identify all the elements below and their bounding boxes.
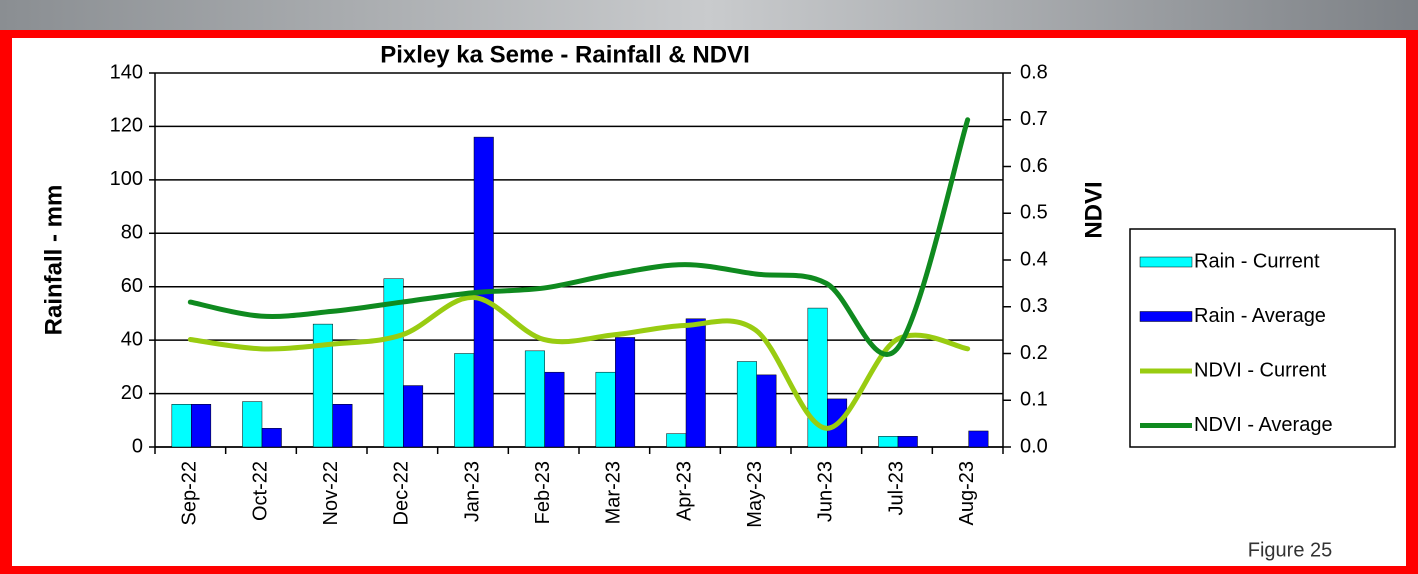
figure-label: Figure 25	[1248, 539, 1333, 561]
x-tick-label: Nov-22	[320, 461, 342, 525]
y2-tick-label: 0.3	[1020, 295, 1048, 317]
x-tick-label: Mar-23	[603, 461, 625, 524]
y-tick-label: 20	[121, 382, 143, 404]
bar	[615, 337, 636, 448]
x-tick-label: Jul-23	[885, 461, 907, 515]
legend-label: NDVI - Average	[1194, 414, 1333, 436]
x-tick-label: Aug-23	[956, 461, 978, 526]
y2-tick-label: 0.2	[1020, 342, 1048, 364]
bar	[403, 385, 424, 448]
line	[187, 294, 971, 431]
x-tick-label: Jun-23	[815, 461, 837, 522]
legend-swatch	[1139, 256, 1193, 268]
chart-title: Pixley ka Seme - Rainfall & NDVI	[380, 41, 749, 68]
y-tick-label: 40	[121, 328, 143, 350]
x-tick-label: Feb-23	[532, 461, 554, 524]
legend-label: NDVI - Current	[1194, 359, 1327, 381]
bar	[383, 278, 404, 448]
bar	[878, 436, 899, 448]
y-axis-title: Rainfall - mm	[40, 185, 67, 336]
legend-label: Rain - Average	[1194, 305, 1326, 327]
x-tick-label: Jan-23	[461, 461, 483, 522]
bar	[332, 404, 353, 448]
y2-tick-label: 0.7	[1020, 108, 1048, 130]
y-tick-label: 100	[110, 168, 143, 190]
bar	[524, 350, 545, 448]
y-tick-label: 60	[121, 275, 143, 297]
bar	[968, 430, 989, 448]
bar	[685, 318, 706, 448]
bar	[807, 307, 828, 448]
bar	[191, 404, 212, 448]
y-tick-label: 140	[110, 61, 143, 83]
y2-tick-label: 0.6	[1020, 155, 1048, 177]
bar	[454, 353, 475, 448]
bar	[595, 371, 616, 448]
bar	[756, 374, 777, 448]
y-tick-label: 80	[121, 222, 143, 244]
y2-axis-title: NDVI	[1080, 181, 1107, 238]
line	[187, 117, 971, 357]
legend-swatch	[1139, 311, 1193, 322]
x-tick-label: Sep-22	[179, 461, 201, 526]
bar	[736, 361, 757, 448]
y-tick-label: 120	[110, 115, 143, 137]
bar	[897, 436, 918, 448]
bar	[666, 433, 687, 448]
y2-tick-label: 0.1	[1020, 389, 1048, 411]
y2-tick-label: 0.4	[1020, 248, 1048, 270]
bar	[242, 401, 263, 448]
bar	[312, 323, 333, 448]
bar	[171, 404, 192, 448]
bar	[261, 428, 282, 448]
x-tick-label: Apr-23	[673, 461, 695, 521]
x-tick-label: May-23	[744, 461, 766, 528]
x-tick-label: Oct-22	[249, 461, 271, 521]
x-tick-label: Dec-22	[391, 461, 413, 525]
y2-tick-label: 0.8	[1020, 61, 1048, 83]
y-tick-label: 0	[132, 435, 143, 457]
y2-tick-label: 0.0	[1020, 435, 1048, 457]
bar	[544, 371, 565, 448]
y2-tick-label: 0.5	[1020, 202, 1048, 224]
legend-label: Rain - Current	[1194, 250, 1320, 272]
